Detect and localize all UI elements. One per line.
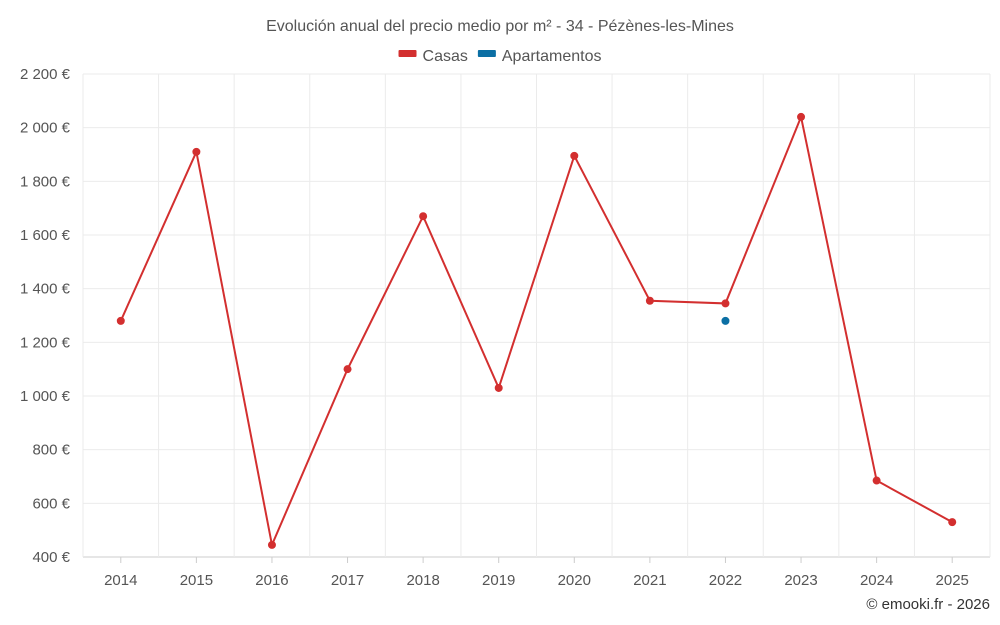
y-tick-label: 1 800 €: [20, 173, 71, 190]
x-tick-label: 2025: [936, 572, 969, 589]
x-tick-label: 2022: [709, 572, 742, 589]
x-tick-label: 2019: [482, 572, 515, 589]
data-point-apartamentos[interactable]: [721, 316, 730, 325]
series-layer: [116, 112, 957, 549]
y-axis: 400 € 600 € 800 € 1 000 € 1 200 € 1 400 € 1 60…: [20, 66, 71, 566]
legend: Casas Apartamentos: [398, 48, 602, 65]
legend-label: Apartamentos: [502, 48, 602, 65]
data-point-casas[interactable]: [948, 518, 957, 527]
data-point-casas[interactable]: [645, 296, 654, 305]
legend-item-casas[interactable]: Casas: [398, 48, 468, 65]
data-point-casas[interactable]: [872, 476, 881, 485]
x-tick-label: 2020: [558, 572, 591, 589]
chart-title: Evolución anual del precio medio por m² …: [266, 18, 734, 35]
x-tick-label: 2018: [406, 572, 439, 589]
y-tick-label: 1 000 €: [20, 388, 71, 405]
y-tick-label: 800 €: [32, 442, 70, 459]
y-tick-label: 1 600 €: [20, 227, 71, 244]
y-tick-label: 400 €: [32, 549, 70, 566]
data-point-casas[interactable]: [116, 316, 125, 325]
x-tick-label: 2014: [104, 572, 137, 589]
legend-swatch: [477, 50, 496, 57]
y-tick-label: 2 000 €: [20, 120, 71, 137]
y-tick-label: 2 200 €: [20, 66, 71, 83]
y-tick-label: 1 200 €: [20, 334, 71, 351]
data-point-casas[interactable]: [721, 299, 730, 308]
credit-text: © emooki.fr - 2026: [866, 596, 990, 613]
series-line-casas: [119, 113, 953, 549]
x-tick-label: 2016: [255, 572, 288, 589]
data-point-casas[interactable]: [419, 212, 428, 221]
y-tick-label: 600 €: [32, 495, 70, 512]
x-tick-label: 2023: [784, 572, 817, 589]
x-tick-label: 2017: [331, 572, 364, 589]
data-point-casas[interactable]: [192, 147, 201, 156]
data-point-casas[interactable]: [797, 112, 806, 121]
data-point-casas[interactable]: [343, 365, 352, 374]
x-tick-label: 2021: [633, 572, 666, 589]
legend-label: Casas: [423, 48, 468, 65]
legend-swatch: [398, 50, 417, 57]
grid: [82, 73, 991, 558]
x-tick-label: 2024: [860, 572, 893, 589]
data-point-casas[interactable]: [267, 540, 276, 549]
y-tick-label: 1 400 €: [20, 281, 71, 298]
data-point-casas[interactable]: [570, 151, 579, 160]
x-axis: 2014 2015 2016 2017 2018 2019 2020 2021 2022 2023…: [104, 557, 969, 589]
x-tick-label: 2015: [180, 572, 213, 589]
legend-item-apartamentos[interactable]: Apartamentos: [477, 48, 602, 65]
data-point-casas[interactable]: [494, 383, 503, 392]
